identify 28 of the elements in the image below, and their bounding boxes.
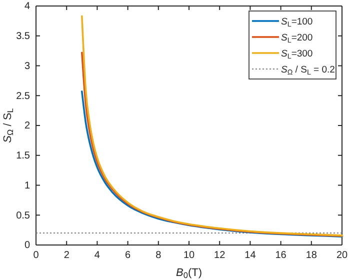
x-tick-label: 12 xyxy=(214,250,226,262)
line-series xyxy=(81,15,343,236)
x-tick-label: 2 xyxy=(64,250,70,262)
x-tick-label: 10 xyxy=(183,250,195,262)
y-tick-label: 2.5 xyxy=(16,90,30,102)
x-tick-label: 6 xyxy=(125,250,132,262)
y-tick-label: 0.5 xyxy=(16,210,30,222)
line-series xyxy=(81,52,343,237)
x-tick-label: 20 xyxy=(336,250,348,262)
x-tick-label: 16 xyxy=(275,250,287,262)
x-tick-label: 14 xyxy=(244,250,256,262)
legend-label: S$_{L}$=100 xyxy=(281,16,313,29)
y-tick-label: 4 xyxy=(24,1,30,12)
y-tick-label: 3 xyxy=(24,60,30,72)
y-tick-label: 3.5 xyxy=(16,31,30,42)
legend-label: S$_{L}$=300 xyxy=(281,48,313,61)
x-tick-label: 18 xyxy=(306,250,318,262)
x-tick-label: 4 xyxy=(94,250,100,262)
line-series xyxy=(81,90,343,238)
y-tick-label: 2 xyxy=(24,120,30,132)
x-axis-title: B$_{0}$(T) xyxy=(176,267,202,280)
legend-label: S$_{Ω}$ / S$_{L}$ = 0.2 xyxy=(281,64,335,77)
x-tick-label: 8 xyxy=(156,250,162,262)
y-tick-label: 1 xyxy=(24,180,30,192)
y-tick-label: 0 xyxy=(24,240,30,252)
legend-label: S$_{L}$=200 xyxy=(281,32,313,45)
x-tick-label: 0 xyxy=(33,250,40,262)
y-tick-label: 1.5 xyxy=(16,150,30,162)
